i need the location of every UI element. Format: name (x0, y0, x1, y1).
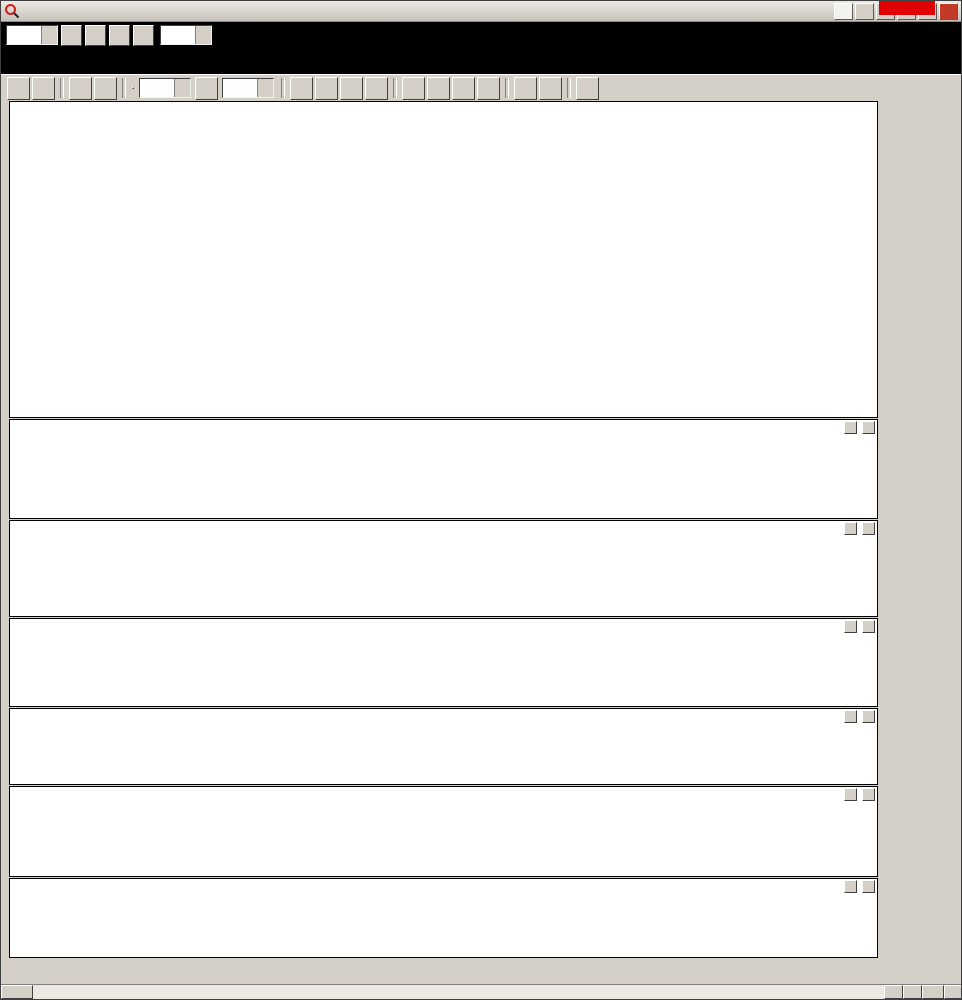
rsi-panel (9, 786, 878, 877)
kairi-panel (9, 419, 878, 519)
psychological-close-button[interactable] (862, 522, 875, 535)
updown-arrows-button[interactable] (365, 76, 388, 100)
volume-panel-header (14, 880, 35, 892)
line-chart-button[interactable] (290, 76, 313, 100)
copy-chart-button[interactable] (69, 76, 92, 100)
momentum-panel-header (14, 710, 42, 722)
text-tool-button[interactable] (195, 76, 218, 100)
x-axis (1, 958, 961, 984)
rsi-close-button[interactable] (862, 788, 875, 801)
scroll-right-button[interactable] (903, 985, 922, 999)
horizontal-scrollbar (1, 984, 961, 999)
rsi-panel-controls (843, 788, 875, 806)
momentum-minimize-button[interactable] (843, 710, 857, 723)
rsi-panel-header (14, 788, 49, 800)
code-input[interactable] (6, 25, 58, 45)
kairi-panel-header (14, 421, 42, 433)
toolbar-separator (505, 78, 509, 98)
toolbar-separator (60, 78, 64, 98)
layout-grid-button[interactable] (855, 2, 874, 20)
split-window-button[interactable] (514, 76, 537, 100)
category-select[interactable] (160, 25, 212, 45)
code-enter-button[interactable] (61, 24, 82, 46)
current-price-badge (879, 1, 935, 15)
category-value[interactable] (161, 26, 195, 44)
chart-toolbar (1, 74, 961, 101)
compare-dropdown-arrow-icon[interactable] (257, 79, 273, 97)
scroll-left-button[interactable] (884, 985, 903, 999)
app-logo-icon (5, 4, 20, 19)
delete-drawing-button[interactable] (477, 76, 500, 100)
zoom-tool-button[interactable] (32, 76, 55, 100)
new-chart-button[interactable] (94, 76, 117, 100)
psychological-panel-controls (843, 522, 875, 540)
compare-select[interactable] (222, 78, 274, 98)
interval-dropdown-arrow-icon[interactable] (174, 79, 190, 97)
macd-minimize-button[interactable] (843, 620, 857, 633)
font-size-button[interactable] (834, 2, 853, 20)
compare-value[interactable] (223, 79, 257, 97)
category-dropdown-arrow-icon[interactable] (195, 26, 211, 44)
register-button[interactable] (109, 24, 130, 46)
volume-panel-controls (843, 880, 875, 898)
momentum-panel (9, 708, 878, 785)
grid-button[interactable] (402, 76, 425, 100)
period-tab-group (132, 87, 134, 89)
memo-button[interactable] (133, 24, 154, 46)
momentum-panel-controls (843, 710, 875, 728)
y-axis-gutter (878, 1, 961, 984)
toolbar-separator (393, 78, 397, 98)
psychological-panel-header (14, 522, 49, 534)
interval-value[interactable] (140, 79, 174, 97)
scrollbar-thumb[interactable] (1, 985, 33, 999)
rsi-minimize-button[interactable] (843, 788, 857, 801)
macd-panel-header (14, 620, 56, 632)
code-value[interactable] (7, 26, 41, 44)
scroll-to-end-button[interactable] (922, 985, 944, 999)
title-bar (1, 1, 961, 22)
main-chart-panel (9, 101, 878, 418)
bar-chart-button[interactable] (315, 76, 338, 100)
kairi-panel-controls (843, 421, 875, 439)
realtime-button[interactable] (944, 985, 961, 999)
eraser-button[interactable] (452, 76, 475, 100)
quote-bar (1, 48, 961, 74)
main-panel-header (14, 103, 49, 115)
code-bar (1, 22, 961, 48)
grid-edit-button[interactable] (427, 76, 450, 100)
toolbar-separator (122, 78, 126, 98)
volume-close-button[interactable] (862, 880, 875, 893)
volume-minimize-button[interactable] (843, 880, 857, 893)
psychological-minimize-button[interactable] (843, 522, 857, 535)
volume-panel (9, 878, 878, 958)
macd-panel-controls (843, 620, 875, 638)
report-button[interactable] (7, 76, 30, 100)
candle-chart-button[interactable] (340, 76, 363, 100)
psychological-panel (9, 520, 878, 617)
export-button[interactable] (576, 76, 599, 100)
kairi-minimize-button[interactable] (843, 421, 857, 434)
scrollbar-track[interactable] (33, 985, 884, 999)
momentum-close-button[interactable] (862, 710, 875, 723)
watchlist-button[interactable] (85, 24, 106, 46)
macd-panel (9, 618, 878, 707)
toolbar-separator (567, 78, 571, 98)
interval-select[interactable] (139, 78, 191, 98)
close-button[interactable] (939, 2, 958, 20)
kairi-close-button[interactable] (862, 421, 875, 434)
code-dropdown-arrow-icon[interactable] (41, 26, 57, 44)
main-price-chart[interactable] (10, 102, 310, 252)
window-layout-button[interactable] (539, 76, 562, 100)
macd-close-button[interactable] (862, 620, 875, 633)
toolbar-separator (281, 78, 285, 98)
high-low-percent (859, 118, 869, 130)
